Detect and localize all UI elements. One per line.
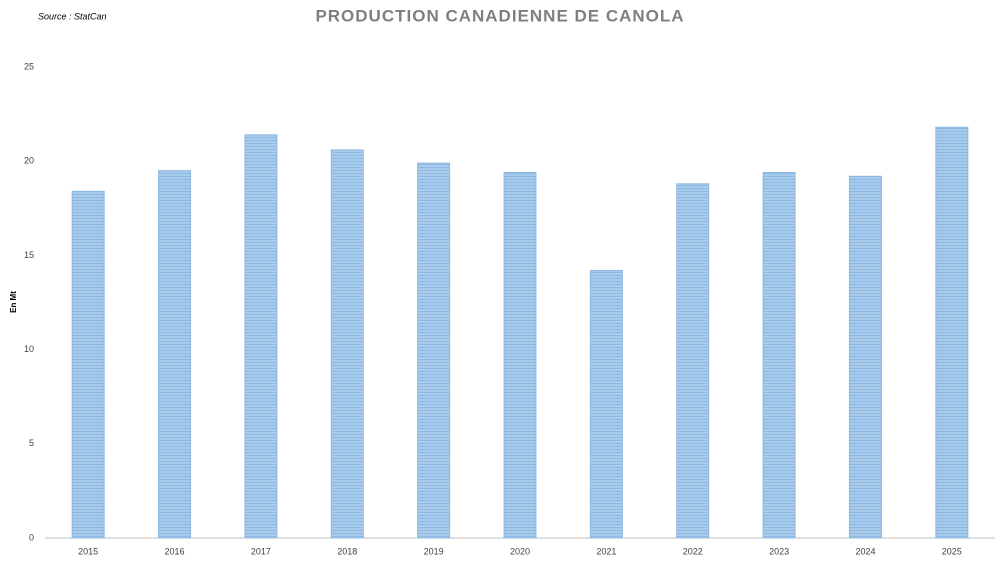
bar bbox=[503, 172, 537, 539]
x-tick-label: 2022 bbox=[683, 546, 703, 556]
y-tick-label: 5 bbox=[29, 438, 34, 448]
x-tick-label: 2016 bbox=[165, 546, 185, 556]
x-tick-label: 2025 bbox=[942, 546, 962, 556]
bar bbox=[158, 170, 192, 539]
bar bbox=[244, 134, 278, 539]
bar bbox=[676, 183, 710, 539]
x-tick-label: 2021 bbox=[596, 546, 616, 556]
bar bbox=[417, 162, 451, 539]
bar bbox=[330, 149, 364, 539]
x-tick-label: 2018 bbox=[337, 546, 357, 556]
x-tick-label: 2019 bbox=[424, 546, 444, 556]
bar bbox=[762, 172, 796, 539]
x-tick-label: 2023 bbox=[769, 546, 789, 556]
y-tick-label: 15 bbox=[24, 250, 34, 260]
y-tick-label: 0 bbox=[29, 532, 34, 542]
y-tick-label: 10 bbox=[24, 344, 34, 354]
y-tick-label: 25 bbox=[24, 61, 34, 71]
source-note: Source : StatCan bbox=[38, 11, 107, 21]
x-tick-label: 2017 bbox=[251, 546, 271, 556]
bar bbox=[589, 269, 623, 539]
x-tick-label: 2024 bbox=[855, 546, 875, 556]
bar bbox=[848, 175, 882, 539]
bar bbox=[935, 126, 969, 539]
x-tick-label: 2015 bbox=[78, 546, 98, 556]
x-tick-label: 2020 bbox=[510, 546, 530, 556]
chart-title: PRODUCTION CANADIENNE DE CANOLA bbox=[315, 6, 684, 25]
y-axis-label: En Mt bbox=[9, 291, 18, 313]
y-tick-label: 20 bbox=[24, 156, 34, 166]
bar bbox=[71, 190, 105, 539]
